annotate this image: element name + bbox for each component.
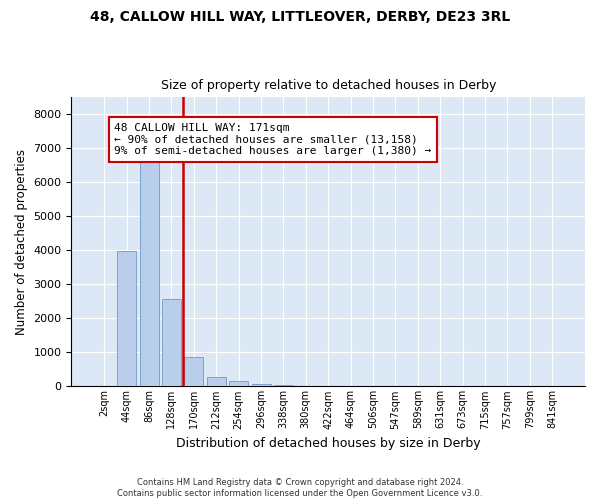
Bar	[117, 251, 136, 386]
Text: 48, CALLOW HILL WAY, LITTLEOVER, DERBY, DE23 3RL: 48, CALLOW HILL WAY, LITTLEOVER, DERBY, …	[90, 10, 510, 24]
Bar	[184, 357, 203, 386]
Text: 48 CALLOW HILL WAY: 171sqm
← 90% of detached houses are smaller (13,158)
9% of s: 48 CALLOW HILL WAY: 171sqm ← 90% of deta…	[115, 123, 431, 156]
X-axis label: Distribution of detached houses by size in Derby: Distribution of detached houses by size …	[176, 437, 481, 450]
Y-axis label: Number of detached properties: Number of detached properties	[15, 149, 28, 335]
Bar	[140, 162, 158, 386]
Text: Contains HM Land Registry data © Crown copyright and database right 2024.
Contai: Contains HM Land Registry data © Crown c…	[118, 478, 482, 498]
Bar	[274, 385, 293, 386]
Bar	[251, 384, 271, 386]
Bar	[207, 377, 226, 386]
Bar	[229, 382, 248, 386]
Bar	[162, 298, 181, 386]
Title: Size of property relative to detached houses in Derby: Size of property relative to detached ho…	[161, 79, 496, 92]
